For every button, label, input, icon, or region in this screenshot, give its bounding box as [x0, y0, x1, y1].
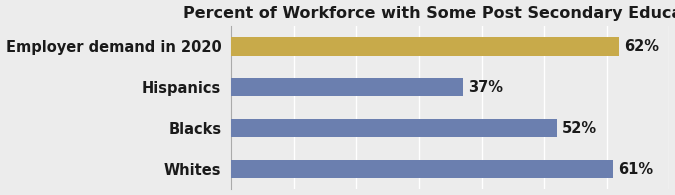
Text: 61%: 61% — [618, 161, 653, 176]
Bar — [231, 160, 613, 178]
Title: Percent of Workforce with Some Post Secondary Education: Percent of Workforce with Some Post Seco… — [183, 5, 675, 20]
Text: 52%: 52% — [562, 121, 597, 136]
Text: 62%: 62% — [624, 39, 659, 54]
Bar — [231, 119, 557, 137]
Text: 37%: 37% — [468, 80, 503, 95]
Bar — [231, 37, 620, 56]
Bar — [231, 78, 463, 96]
